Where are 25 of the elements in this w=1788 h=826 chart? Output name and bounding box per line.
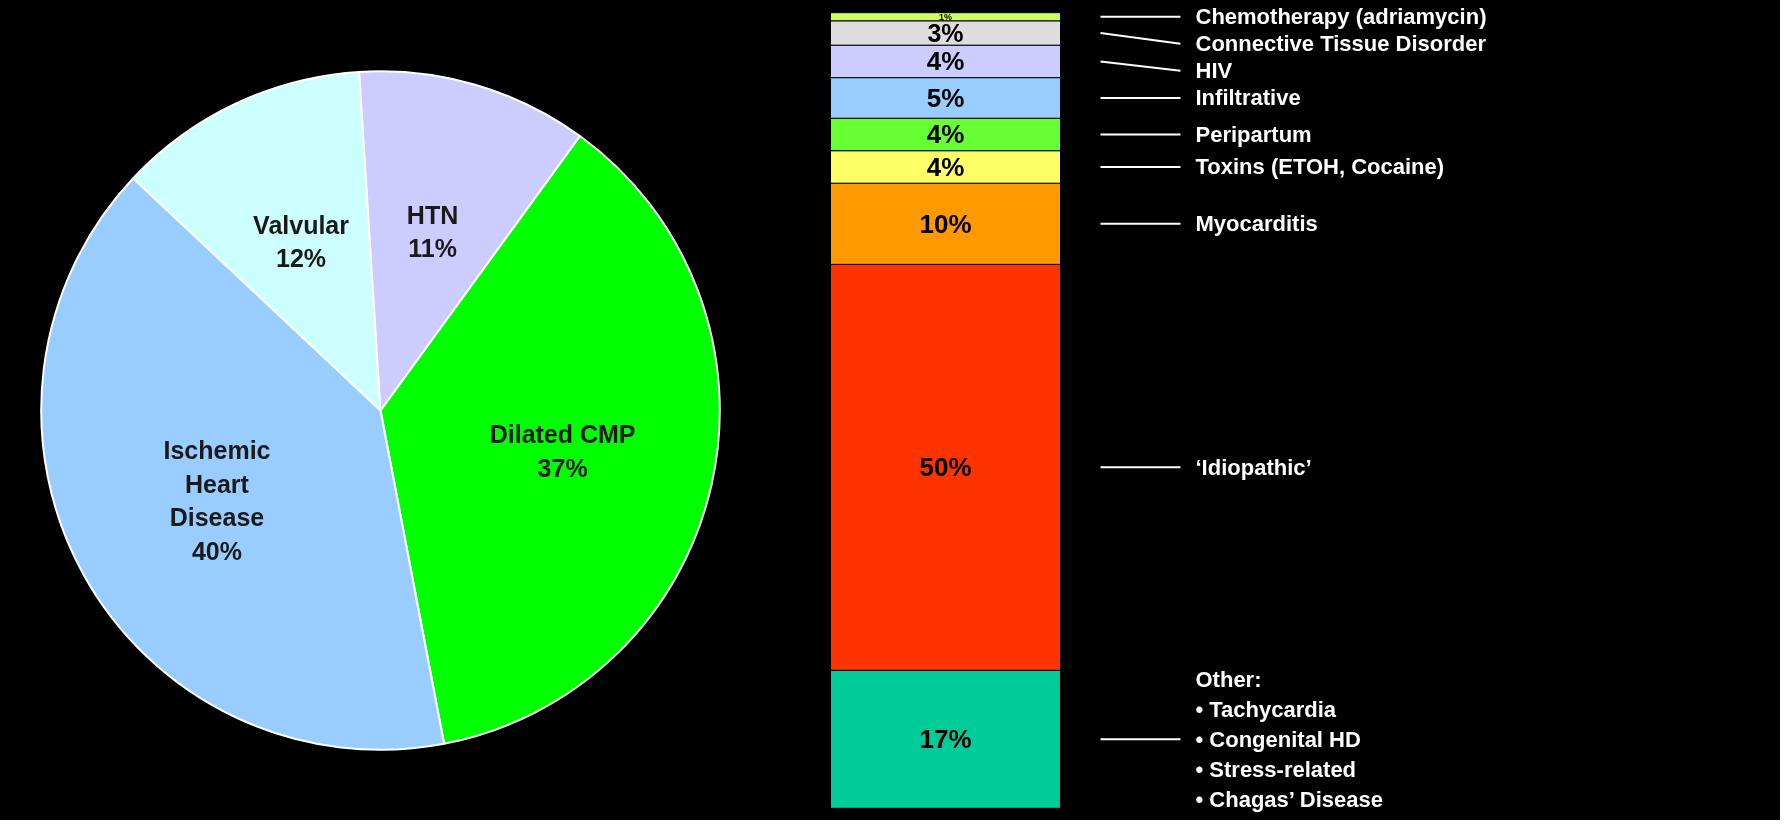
data-label: 1% bbox=[939, 11, 953, 22]
text: Infiltrative bbox=[1195, 85, 1301, 111]
slice-label: Valvular bbox=[253, 210, 350, 239]
slice-label: Ischemic Heart Disease bbox=[163, 436, 271, 532]
data-label: 4% bbox=[926, 119, 965, 150]
text: Toxins (ETOH, Cocaine) bbox=[1195, 154, 1445, 180]
text: HIV bbox=[1195, 58, 1233, 84]
data-label: 10% bbox=[919, 208, 972, 239]
data-label: 12% bbox=[276, 244, 327, 273]
data-label: 37% bbox=[537, 454, 588, 483]
data-label: 17% bbox=[919, 724, 972, 755]
data-label: 5% bbox=[926, 82, 965, 113]
data-label: 4% bbox=[926, 46, 965, 77]
data-label: 50% bbox=[919, 452, 972, 483]
text: Myocarditis bbox=[1195, 211, 1318, 237]
text: ‘Idiopathic’ bbox=[1195, 454, 1312, 480]
slice-label: HTN bbox=[406, 200, 459, 229]
text: Chemotherapy (adriamycin) bbox=[1195, 4, 1487, 30]
text: Connective Tissue Disorder bbox=[1195, 31, 1487, 57]
data-label: 40% bbox=[191, 536, 242, 565]
slice-label: Dilated CMP bbox=[489, 420, 636, 449]
data-label: 11% bbox=[408, 234, 457, 263]
text: Peripartum bbox=[1195, 121, 1312, 147]
text: Other: • Tachycardia • Congenital HD • Stress-related • Chagas’ Disease bbox=[1195, 666, 1383, 812]
data-label: 4% bbox=[926, 151, 965, 182]
